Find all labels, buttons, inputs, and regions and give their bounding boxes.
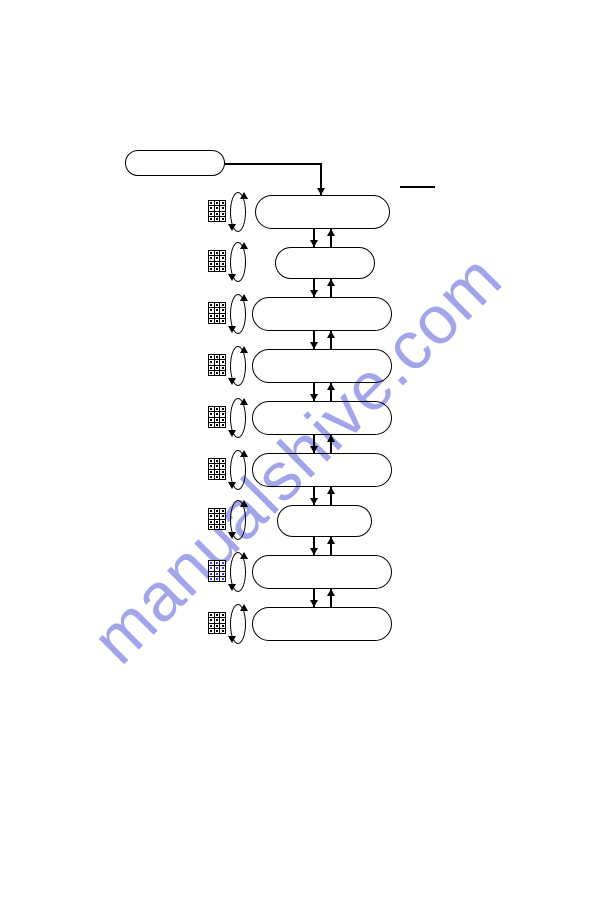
loop-down-arrow-icon-0: [228, 224, 236, 231]
loop-down-arrow-icon-5: [228, 482, 236, 489]
loop-up-arrow-icon-2: [240, 294, 248, 301]
keypad-icon-0: [208, 200, 226, 222]
page-container: manualshive.com: [0, 0, 594, 918]
connector-horizontal: [225, 163, 320, 165]
arrow-up-icon-6: [327, 537, 335, 544]
keypad-icon-7: [208, 560, 226, 582]
arrow-up-icon-1: [327, 279, 335, 286]
keypad-icon-2: [208, 302, 226, 324]
loop-up-arrow-icon-4: [240, 398, 248, 405]
arrow-up-icon-3: [327, 383, 335, 390]
flow-node-0: [255, 195, 390, 229]
loop-down-arrow-icon-4: [228, 430, 236, 437]
keypad-icon-1: [208, 250, 226, 272]
flow-node-2: [252, 297, 392, 331]
loop-down-arrow-icon-1: [228, 274, 236, 281]
arrow-up-icon-4: [327, 435, 335, 442]
loop-up-arrow-icon-1: [240, 242, 248, 249]
arrow-up-icon-5: [327, 487, 335, 494]
arrow-up-icon-0: [327, 229, 335, 236]
arrow-up-icon-7: [327, 589, 335, 596]
arrow-up-icon-2: [327, 331, 335, 338]
loop-down-arrow-icon-2: [228, 326, 236, 333]
arrow-down-icon-1: [310, 290, 318, 297]
loop-down-arrow-icon-8: [228, 636, 236, 643]
loop-up-arrow-icon-3: [240, 346, 248, 353]
arrow-down-icon-3: [310, 394, 318, 401]
arrow-down-icon-5: [310, 498, 318, 505]
loop-down-arrow-icon-3: [228, 378, 236, 385]
top-right-marker: [400, 186, 435, 188]
loop-down-arrow-icon-6: [228, 532, 236, 539]
arrow-down-icon-2: [310, 342, 318, 349]
keypad-icon-5: [208, 458, 226, 480]
keypad-icon-8: [208, 612, 226, 634]
flow-node-6: [277, 505, 372, 537]
keypad-icon-3: [208, 354, 226, 376]
arrow-down-icon-7: [310, 600, 318, 607]
loop-up-arrow-icon-6: [240, 500, 248, 507]
loop-up-arrow-icon-5: [240, 450, 248, 457]
entry-arrow-icon: [317, 188, 325, 195]
keypad-icon-4: [208, 406, 226, 428]
arrow-down-icon-4: [310, 446, 318, 453]
flow-node-7: [252, 555, 392, 589]
loop-up-arrow-icon-7: [240, 552, 248, 559]
arrow-down-icon-0: [310, 240, 318, 247]
flow-node-1: [275, 247, 375, 279]
loop-down-arrow-icon-7: [228, 584, 236, 591]
loop-up-arrow-icon-0: [240, 192, 248, 199]
loop-up-arrow-icon-8: [240, 604, 248, 611]
flow-node-3: [252, 349, 392, 383]
flow-node-4: [252, 401, 392, 435]
start-node: [125, 150, 225, 176]
flow-node-5: [252, 453, 392, 487]
keypad-icon-6: [208, 508, 226, 530]
flow-node-8: [252, 607, 392, 641]
arrow-down-icon-6: [310, 548, 318, 555]
